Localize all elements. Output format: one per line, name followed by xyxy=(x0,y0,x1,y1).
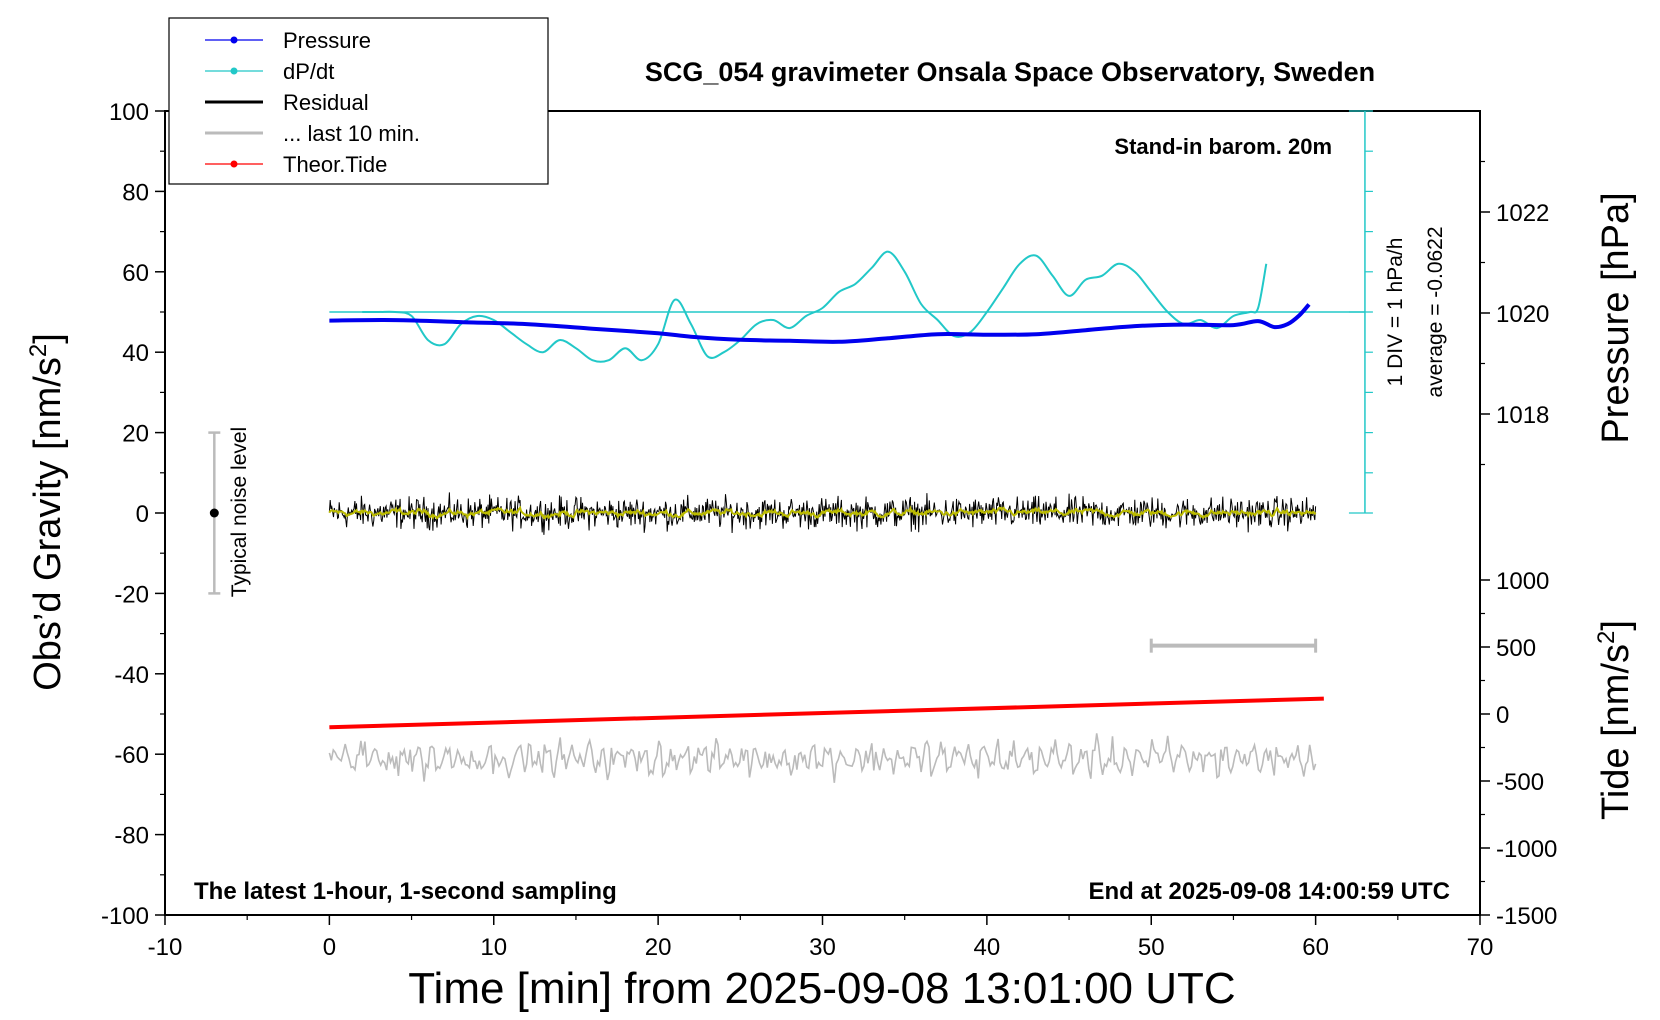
legend-item: Theor.Tide xyxy=(205,152,387,177)
y-axis-label-left-main: Obs’d Gravity [nm/s xyxy=(27,357,69,691)
series-residual xyxy=(328,492,1317,535)
legend-marker xyxy=(230,160,238,168)
y-axis-label-tide-tail: ] xyxy=(1595,620,1637,631)
tide-tick-label: -500 xyxy=(1496,769,1544,796)
legend-item: ... last 10 min. xyxy=(205,121,420,146)
y-left-tick-label: 100 xyxy=(109,99,149,126)
x-tick-label: -10 xyxy=(148,934,183,961)
bottom-right-annotation: End at 2025-09-08 14:00:59 UTC xyxy=(1089,878,1451,905)
legend-item: dP/dt xyxy=(205,59,334,84)
y-axis-label-tide-sup: 2 xyxy=(1593,631,1620,644)
noise-bar-center-dot xyxy=(209,508,219,518)
series-theor-tide xyxy=(329,696,1324,730)
y-axis-label-left: Obs’d Gravity [nm/s2] xyxy=(25,333,69,691)
x-tick-label: 30 xyxy=(809,934,836,961)
legend-marker xyxy=(230,36,238,44)
x-tick-label: 40 xyxy=(974,934,1001,961)
tide-tick-label: 0 xyxy=(1496,702,1509,729)
y-axis-label-left-sup: 2 xyxy=(25,344,52,357)
legend-item: Pressure xyxy=(205,28,371,53)
bottom-left-annotation: The latest 1-hour, 1-second sampling xyxy=(194,878,617,905)
y-left-tick-label: -80 xyxy=(114,823,149,850)
pressure-tick-label: 1020 xyxy=(1496,301,1549,328)
y-left-tick-label: -20 xyxy=(114,581,149,608)
barometer-annotation: Stand-in barom. 20m xyxy=(1114,134,1332,159)
series-residual-mean xyxy=(328,505,1317,521)
tide-tick-label: 1000 xyxy=(1496,568,1549,595)
y-left-tick-label: 0 xyxy=(136,501,149,528)
y-left-tick-label: 40 xyxy=(122,340,149,367)
x-tick-label: 60 xyxy=(1302,934,1329,961)
noise-annotation: Typical noise level xyxy=(228,427,251,597)
y-left-tick-label: 60 xyxy=(122,260,149,287)
tide-tick-label: -1500 xyxy=(1496,903,1557,930)
legend-label: Pressure xyxy=(283,28,371,53)
x-tick-label: 70 xyxy=(1467,934,1494,961)
x-tick-label: 20 xyxy=(645,934,672,961)
x-tick-label: 50 xyxy=(1138,934,1165,961)
y-left-tick-label: 20 xyxy=(122,421,149,448)
legend-label: Residual xyxy=(283,90,369,115)
y-axis-label-left-tail: ] xyxy=(27,333,69,344)
x-tick-label: 10 xyxy=(480,934,507,961)
series-dpdt xyxy=(362,250,1268,363)
y-axis-label-pressure: Pressure [hPa] xyxy=(1595,192,1637,443)
legend-label: dP/dt xyxy=(283,59,334,84)
annotation-layer xyxy=(208,431,1318,653)
chart-title: SCG_054 gravimeter Onsala Space Observat… xyxy=(645,57,1375,87)
pressure-tick-label: 1022 xyxy=(1496,200,1549,227)
series-last-10-min xyxy=(328,733,1317,783)
x-axis-label: Time [min] from 2025-09-08 13:01:00 UTC xyxy=(408,964,1235,1013)
y-left-tick-label: -60 xyxy=(114,742,149,769)
y-left-tick-label: 80 xyxy=(122,179,149,206)
y-left-tick-label: -100 xyxy=(101,903,149,930)
plot-frame-layer: -10 0 10 20 30 40 50 60 70-100-80-60-40-20020406… xyxy=(101,99,1557,961)
legend-label: Theor.Tide xyxy=(283,152,387,177)
tide-tick-label: -1000 xyxy=(1496,836,1557,863)
legend-marker xyxy=(230,67,238,75)
x-tick-label: 0 xyxy=(323,934,336,961)
legend-items: Pressure dP/dt Residual ... last 10 min. The… xyxy=(205,28,420,177)
y-axis-label-tide-main: Tide [nm/s xyxy=(1595,644,1637,820)
div-scale-annotation: 1 DIV = 1 hPa/h xyxy=(1384,238,1407,387)
series-pressure xyxy=(329,303,1311,344)
legend: Pressure dP/dt Residual ... last 10 min. The… xyxy=(168,17,549,185)
average-annotation: average = -0.0622 xyxy=(1424,226,1447,397)
legend-label: ... last 10 min. xyxy=(283,121,420,146)
legend-item: Residual xyxy=(205,90,369,115)
pressure-tick-label: 1018 xyxy=(1496,402,1549,429)
y-axis-label-tide: Tide [nm/s2] xyxy=(1593,620,1637,820)
y-left-tick-label: -40 xyxy=(114,662,149,689)
tide-tick-label: 500 xyxy=(1496,635,1536,662)
series-layer xyxy=(328,250,1365,783)
